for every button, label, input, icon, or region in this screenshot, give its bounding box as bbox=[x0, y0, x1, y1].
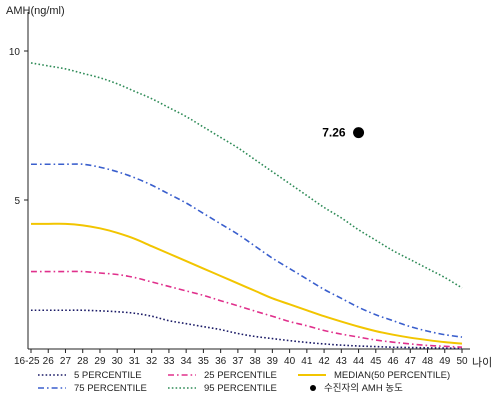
series-line-25-percentile bbox=[30, 270, 463, 349]
x-tick-label: 39 bbox=[267, 356, 279, 367]
legend-swatch-patient bbox=[310, 385, 316, 391]
legend: 5 PERCENTILE 25 PERCENTILE MEDIAN(50 PERCE… bbox=[38, 370, 450, 394]
x-tick-label: 38 bbox=[250, 356, 262, 367]
y-tick-label: 5 bbox=[14, 196, 20, 207]
x-tick-label: 44 bbox=[353, 356, 365, 367]
patient-value-label: 7.26 bbox=[322, 126, 346, 140]
series-lines bbox=[30, 62, 463, 350]
x-tick-label: 42 bbox=[319, 356, 331, 367]
x-tick-label: 34 bbox=[181, 356, 193, 367]
x-ticks: 16-25 26 27 28 29 30 31 32 33 34 35 36 37 38 39 40 41 42 4… bbox=[14, 349, 468, 367]
legend-label-median-50-percentile: MEDIAN(50 PERCENTILE) bbox=[334, 370, 450, 381]
legend-label-75-percentile: 75 PERCENTILE bbox=[74, 383, 147, 394]
x-tick-label: 41 bbox=[301, 356, 313, 367]
y-axis-title: AMH(ng/ml) bbox=[6, 5, 65, 17]
x-tick-label: 29 bbox=[94, 356, 106, 367]
x-tick-label: 48 bbox=[422, 356, 434, 367]
x-tick-label: 32 bbox=[146, 356, 158, 367]
x-tick-label: 30 bbox=[112, 356, 124, 367]
patient-point bbox=[353, 127, 365, 139]
x-tick-label: 31 bbox=[129, 356, 141, 367]
x-tick-label: 50 bbox=[456, 356, 468, 367]
x-tick-label: 26 bbox=[43, 356, 55, 367]
legend-label-patient: 수진자의 AMH 농도 bbox=[324, 383, 403, 394]
x-tick-label: 27 bbox=[60, 356, 72, 367]
series-line-95-percentile bbox=[30, 62, 463, 289]
y-tick-label: 10 bbox=[9, 47, 21, 58]
x-axis-title: 나이 bbox=[472, 356, 492, 369]
x-tick-label: 43 bbox=[336, 356, 348, 367]
series-line-median-50-percentile bbox=[30, 222, 463, 345]
x-tick-label: 33 bbox=[163, 356, 175, 367]
x-tick-label: 40 bbox=[284, 356, 296, 367]
x-tick-label: 47 bbox=[405, 356, 417, 367]
x-tick-label: 16-25 bbox=[14, 356, 40, 367]
y-ticks: 5 10 bbox=[9, 47, 28, 207]
x-tick-label: 49 bbox=[439, 356, 451, 367]
series-line-75-percentile bbox=[31, 163, 463, 338]
x-tick-label: 35 bbox=[198, 356, 210, 367]
x-tick-label: 36 bbox=[215, 356, 227, 367]
x-tick-label: 45 bbox=[370, 356, 382, 367]
legend-label-25-percentile: 25 PERCENTILE bbox=[204, 370, 277, 381]
legend-label-95-percentile: 95 PERCENTILE bbox=[204, 383, 277, 394]
legend-label-5-percentile: 5 PERCENTILE bbox=[74, 370, 142, 381]
x-tick-label: 28 bbox=[77, 356, 89, 367]
patient-marker: 7.26 bbox=[322, 126, 365, 140]
x-tick-label: 46 bbox=[387, 356, 399, 367]
series-line-5-percentile bbox=[31, 309, 463, 350]
x-tick-label: 37 bbox=[232, 356, 244, 367]
